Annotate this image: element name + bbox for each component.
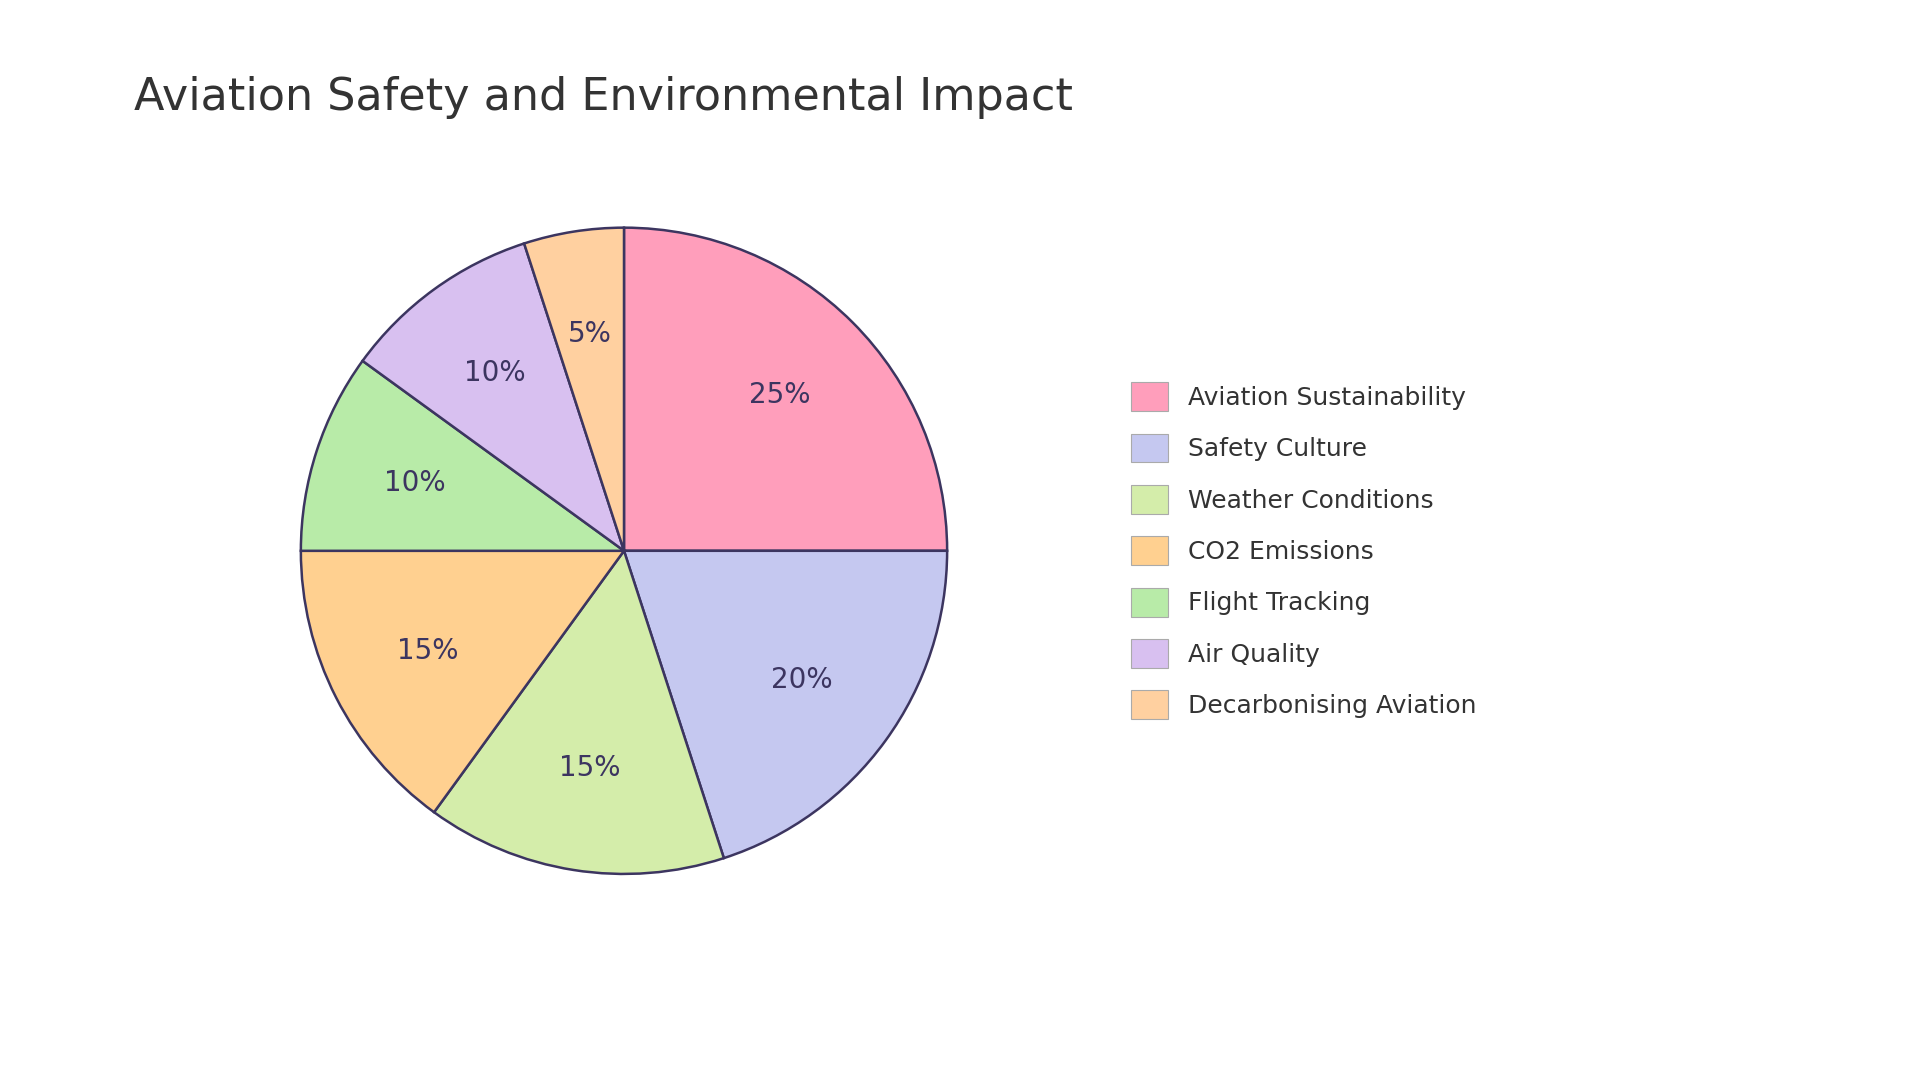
Text: 15%: 15%	[559, 754, 620, 782]
Wedge shape	[624, 228, 947, 551]
Text: 15%: 15%	[397, 636, 459, 664]
Wedge shape	[434, 551, 724, 874]
Text: 10%: 10%	[384, 469, 445, 497]
Wedge shape	[301, 551, 624, 812]
Text: 20%: 20%	[772, 666, 833, 694]
Wedge shape	[301, 361, 624, 551]
Text: 25%: 25%	[749, 381, 810, 409]
Wedge shape	[624, 551, 947, 859]
Text: 10%: 10%	[465, 359, 526, 387]
Text: 5%: 5%	[568, 320, 612, 348]
Text: Aviation Safety and Environmental Impact: Aviation Safety and Environmental Impact	[134, 76, 1073, 119]
Wedge shape	[524, 228, 624, 551]
Legend: Aviation Sustainability, Safety Culture, Weather Conditions, CO2 Emissions, Flig: Aviation Sustainability, Safety Culture,…	[1131, 382, 1476, 719]
Wedge shape	[363, 243, 624, 551]
